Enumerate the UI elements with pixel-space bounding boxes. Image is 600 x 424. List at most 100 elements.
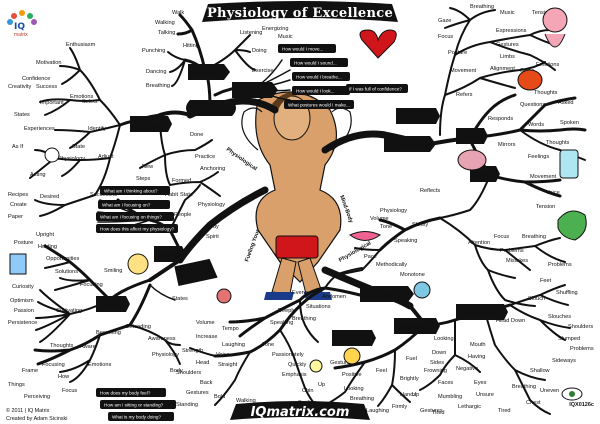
label-movement: Movement	[450, 68, 477, 74]
girl-icon	[127, 253, 149, 275]
label-tone: Tone	[380, 224, 392, 230]
label-gestures-d: Gestures	[420, 408, 443, 414]
hub-model[interactable]: Model	[154, 246, 186, 262]
label-monotone: Monotone	[400, 272, 425, 278]
label-motivation: Motivation	[36, 60, 62, 66]
label-state-2: State	[180, 192, 193, 198]
label-posture-r: Posture	[448, 50, 467, 56]
label-cultivating: Cultivating	[56, 308, 82, 314]
body-question-3: What am I focusing on things?	[100, 215, 162, 220]
hub-body[interactable]: Body	[456, 128, 488, 144]
label-passionately: Passionately	[272, 352, 304, 358]
hub-questions[interactable]: Questions	[232, 82, 278, 98]
label-tired: Tired	[432, 410, 445, 416]
label-events: Events	[292, 290, 309, 296]
label-emotions: Emotions	[70, 94, 94, 100]
label-having: Having	[468, 354, 485, 360]
label-anchoring: Anchoring	[200, 166, 225, 172]
label-practice: Practice	[195, 154, 215, 160]
label-tempo: Tempo	[222, 326, 239, 332]
label-doing: Doing	[252, 48, 267, 54]
label-breathing-b: Breathing	[522, 234, 546, 240]
label-state: State	[72, 144, 85, 150]
hub-confidence[interactable]: Confidence	[332, 330, 376, 346]
label-quickly: Quickly	[288, 362, 307, 368]
label-walking: Walking	[155, 20, 175, 26]
question-2: How would I sound...	[294, 61, 337, 66]
label-questions-r: Questions	[520, 102, 545, 108]
hub-recipe[interactable]: Recipe	[130, 116, 172, 132]
label-emphasis: Emphasis	[282, 372, 307, 378]
label-people: People	[174, 212, 191, 218]
label-slowly: Slowly	[412, 222, 428, 228]
hub-experiment[interactable]: Experiment	[360, 286, 414, 302]
label-holding: Holding	[38, 244, 57, 250]
svg-text:Begin: Begin	[104, 303, 122, 309]
label-physiology-2: Physiology	[198, 202, 225, 208]
hub-achieved[interactable]: Achieved	[188, 64, 230, 80]
hub-physiology-right[interactable]: Physiology	[396, 108, 440, 124]
label-creativity: Creativity	[8, 84, 32, 90]
label-upright: Upright	[36, 232, 54, 238]
logo-sub: matrix	[14, 32, 28, 38]
label-back: Back	[200, 380, 213, 386]
label-breathing-e: Breathing	[292, 316, 316, 322]
bulb-icon	[309, 359, 323, 373]
smiley-icon	[343, 347, 361, 365]
label-physiology-3: Physiology	[152, 352, 179, 358]
cartoon-man-icon	[542, 7, 568, 48]
label-walk: Walk	[172, 10, 184, 16]
label-voice-b: Voice	[216, 352, 230, 358]
hub-mind[interactable]: Mind	[470, 166, 500, 182]
label-focus-r: Focus	[438, 34, 453, 40]
hub-adjustments[interactable]: Adjustments	[186, 100, 236, 116]
label-states-2: States	[172, 296, 188, 302]
clock-icon	[44, 147, 60, 163]
label-gestures: Gestures	[496, 42, 519, 48]
label-aware: Aware	[80, 344, 96, 350]
label-volume-b: Volume	[196, 320, 215, 326]
label-abdomen: Abdomen	[322, 294, 346, 300]
label-tension-r: Tension	[536, 204, 555, 210]
label-formed: Formed	[172, 178, 191, 184]
hub-physiology-bottom[interactable]: Physiology	[394, 318, 440, 334]
label-expressions: Expressions	[496, 28, 527, 34]
question-if: If I was full of confidence?	[349, 87, 402, 92]
label-optimism: Optimism	[10, 298, 34, 304]
svg-text:Recipe: Recipe	[138, 123, 159, 129]
label-focus-b: Focus	[494, 234, 509, 240]
hub-peak-state[interactable]: Peak State	[174, 258, 218, 286]
label-looking: Looking	[434, 336, 454, 342]
question-5: What postures would I make...	[288, 103, 350, 108]
label-shoulders-b: Shoulders	[176, 370, 201, 376]
label-feel-b: Feel	[376, 368, 387, 374]
website-banner[interactable]: IQmatrix.com	[230, 401, 370, 420]
hub-begin[interactable]: Begin	[96, 296, 130, 312]
lips-icon	[349, 231, 381, 241]
svg-text:Model: Model	[160, 253, 179, 259]
branch-adjustments-labels: Walk Talking Hitting Punching Dancing Br…	[8, 10, 293, 220]
logo-brand: IQ	[14, 22, 25, 32]
label-limbs: Limbs	[500, 54, 515, 60]
label-emotions-2: Emotions	[88, 362, 112, 368]
label-responds: Responds	[488, 116, 513, 122]
label-tone-b: Tone	[262, 342, 274, 348]
label-physiology-r: Physiology	[380, 208, 407, 214]
label-paper: Paper	[8, 214, 23, 220]
label-posture: Posture	[14, 240, 33, 246]
label-lethargic: Lethargic	[458, 404, 481, 410]
label-headdown: Head Down	[496, 318, 525, 324]
hub-depression[interactable]: Depression	[456, 304, 508, 320]
label-asked: Asked	[558, 100, 574, 106]
map-code: IQX0126c	[569, 402, 594, 408]
body-question-1: What am I thinking about?	[104, 189, 158, 194]
label-hitting: Hitting	[183, 43, 199, 49]
body-questions: What am I thinking about? What am I focu…	[96, 186, 178, 233]
question-1: How would I move...	[282, 47, 323, 52]
svg-text:Physiology: Physiology	[400, 115, 435, 121]
hub-connection[interactable]: Connection	[384, 136, 436, 152]
label-problems-2: Problems	[548, 262, 572, 268]
label-up: Up	[318, 382, 325, 388]
label-adjust: Adjust	[98, 154, 114, 160]
website-text: IQmatrix.com	[251, 405, 350, 420]
